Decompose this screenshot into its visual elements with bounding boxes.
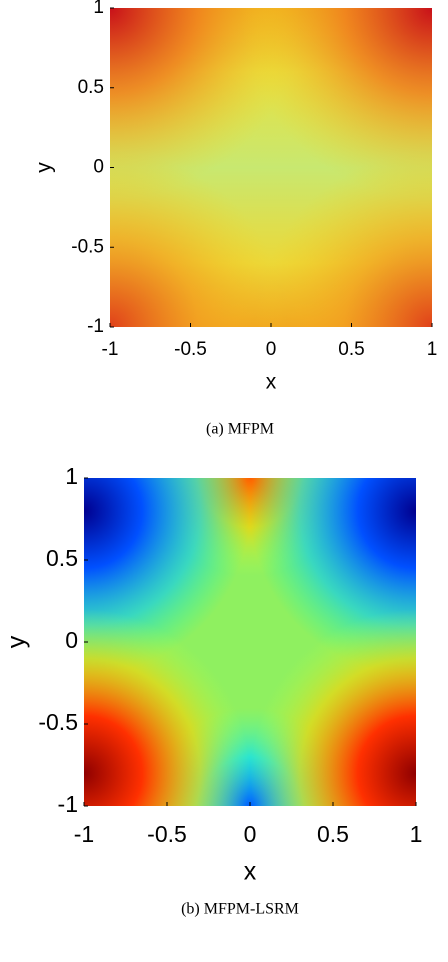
x-axis-label: x — [266, 371, 277, 394]
x-tick-label: 1 — [427, 339, 438, 360]
y-tick-label: -0.5 — [71, 236, 104, 257]
x-tick-label: 0 — [266, 339, 277, 360]
y-tick-label: 0.5 — [78, 77, 104, 98]
caption: (b) MFPM-LSRM — [181, 901, 299, 918]
y-tick-label: 0.5 — [46, 545, 78, 571]
y-tick-label: -1 — [58, 791, 78, 817]
field-a — [110, 8, 432, 327]
x-tick-label: 0.5 — [317, 821, 349, 847]
y-tick-label: 1 — [65, 463, 78, 489]
y-tick-label: 0 — [93, 157, 104, 178]
x-tick-label: 1 — [410, 821, 423, 847]
x-axis-label: x — [244, 858, 257, 886]
caption: (a) MFPM — [206, 421, 274, 438]
x-tick-label: 0.5 — [338, 339, 364, 360]
x-tick-label: -0.5 — [174, 339, 207, 360]
y-tick-label: -0.5 — [38, 709, 78, 735]
y-axis-label: y — [3, 635, 31, 648]
y-tick-label: 0 — [65, 627, 78, 653]
x-tick-label: -1 — [102, 339, 119, 360]
x-tick-label: 0 — [244, 821, 257, 847]
y-axis-label: y — [33, 162, 56, 173]
x-tick-label: -0.5 — [147, 821, 187, 847]
field-b — [84, 478, 416, 806]
x-tick-label: -1 — [74, 821, 94, 847]
y-tick-label: -1 — [87, 316, 104, 337]
y-tick-label: 1 — [93, 0, 104, 18]
